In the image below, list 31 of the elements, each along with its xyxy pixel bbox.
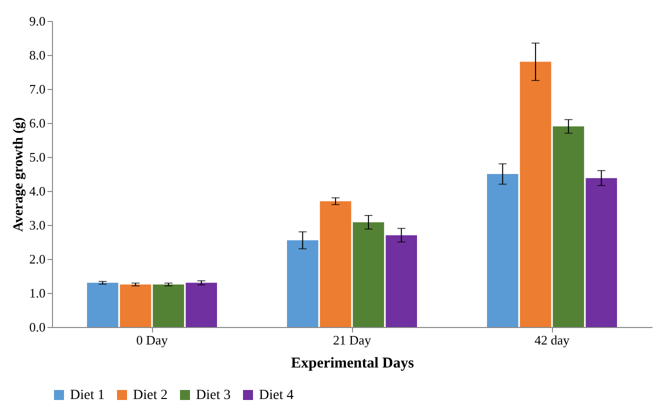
bar	[120, 284, 152, 327]
x-axis-title: Experimental Days	[291, 356, 414, 372]
y-tick-label: 5.0	[29, 150, 46, 164]
bar	[287, 240, 318, 327]
y-tick-label: 8.0	[29, 48, 46, 62]
y-tick-label: 9.0	[29, 14, 46, 28]
bar	[552, 126, 584, 327]
bar	[320, 201, 352, 327]
bar	[87, 282, 118, 327]
x-tick-label: 0 Day	[136, 332, 168, 348]
y-tick-label: 3.0	[29, 218, 46, 232]
y-tick-label: 7.0	[29, 82, 46, 96]
y-tick-label: 1.0	[29, 286, 46, 300]
y-tick-label: 2.0	[29, 252, 46, 266]
y-tick-label: 4.0	[29, 184, 46, 198]
bar	[487, 174, 518, 327]
y-tick-label: 0.0	[29, 320, 46, 334]
bar	[186, 282, 217, 327]
y-tick-label: 6.0	[29, 116, 46, 130]
legend-label: Diet 3	[196, 388, 231, 403]
x-tick-label: 21 Day	[333, 332, 372, 348]
legend-label: Diet 1	[70, 388, 105, 403]
bar	[352, 222, 384, 327]
bar	[386, 235, 417, 327]
legend-label: Diet 4	[259, 388, 294, 403]
bar	[152, 284, 184, 327]
bar	[520, 62, 552, 327]
x-tick-label: 42 day	[534, 332, 570, 348]
legend-label: Diet 2	[133, 388, 168, 403]
y-axis-title: Average growth (g)	[11, 116, 26, 232]
bar	[586, 178, 617, 327]
